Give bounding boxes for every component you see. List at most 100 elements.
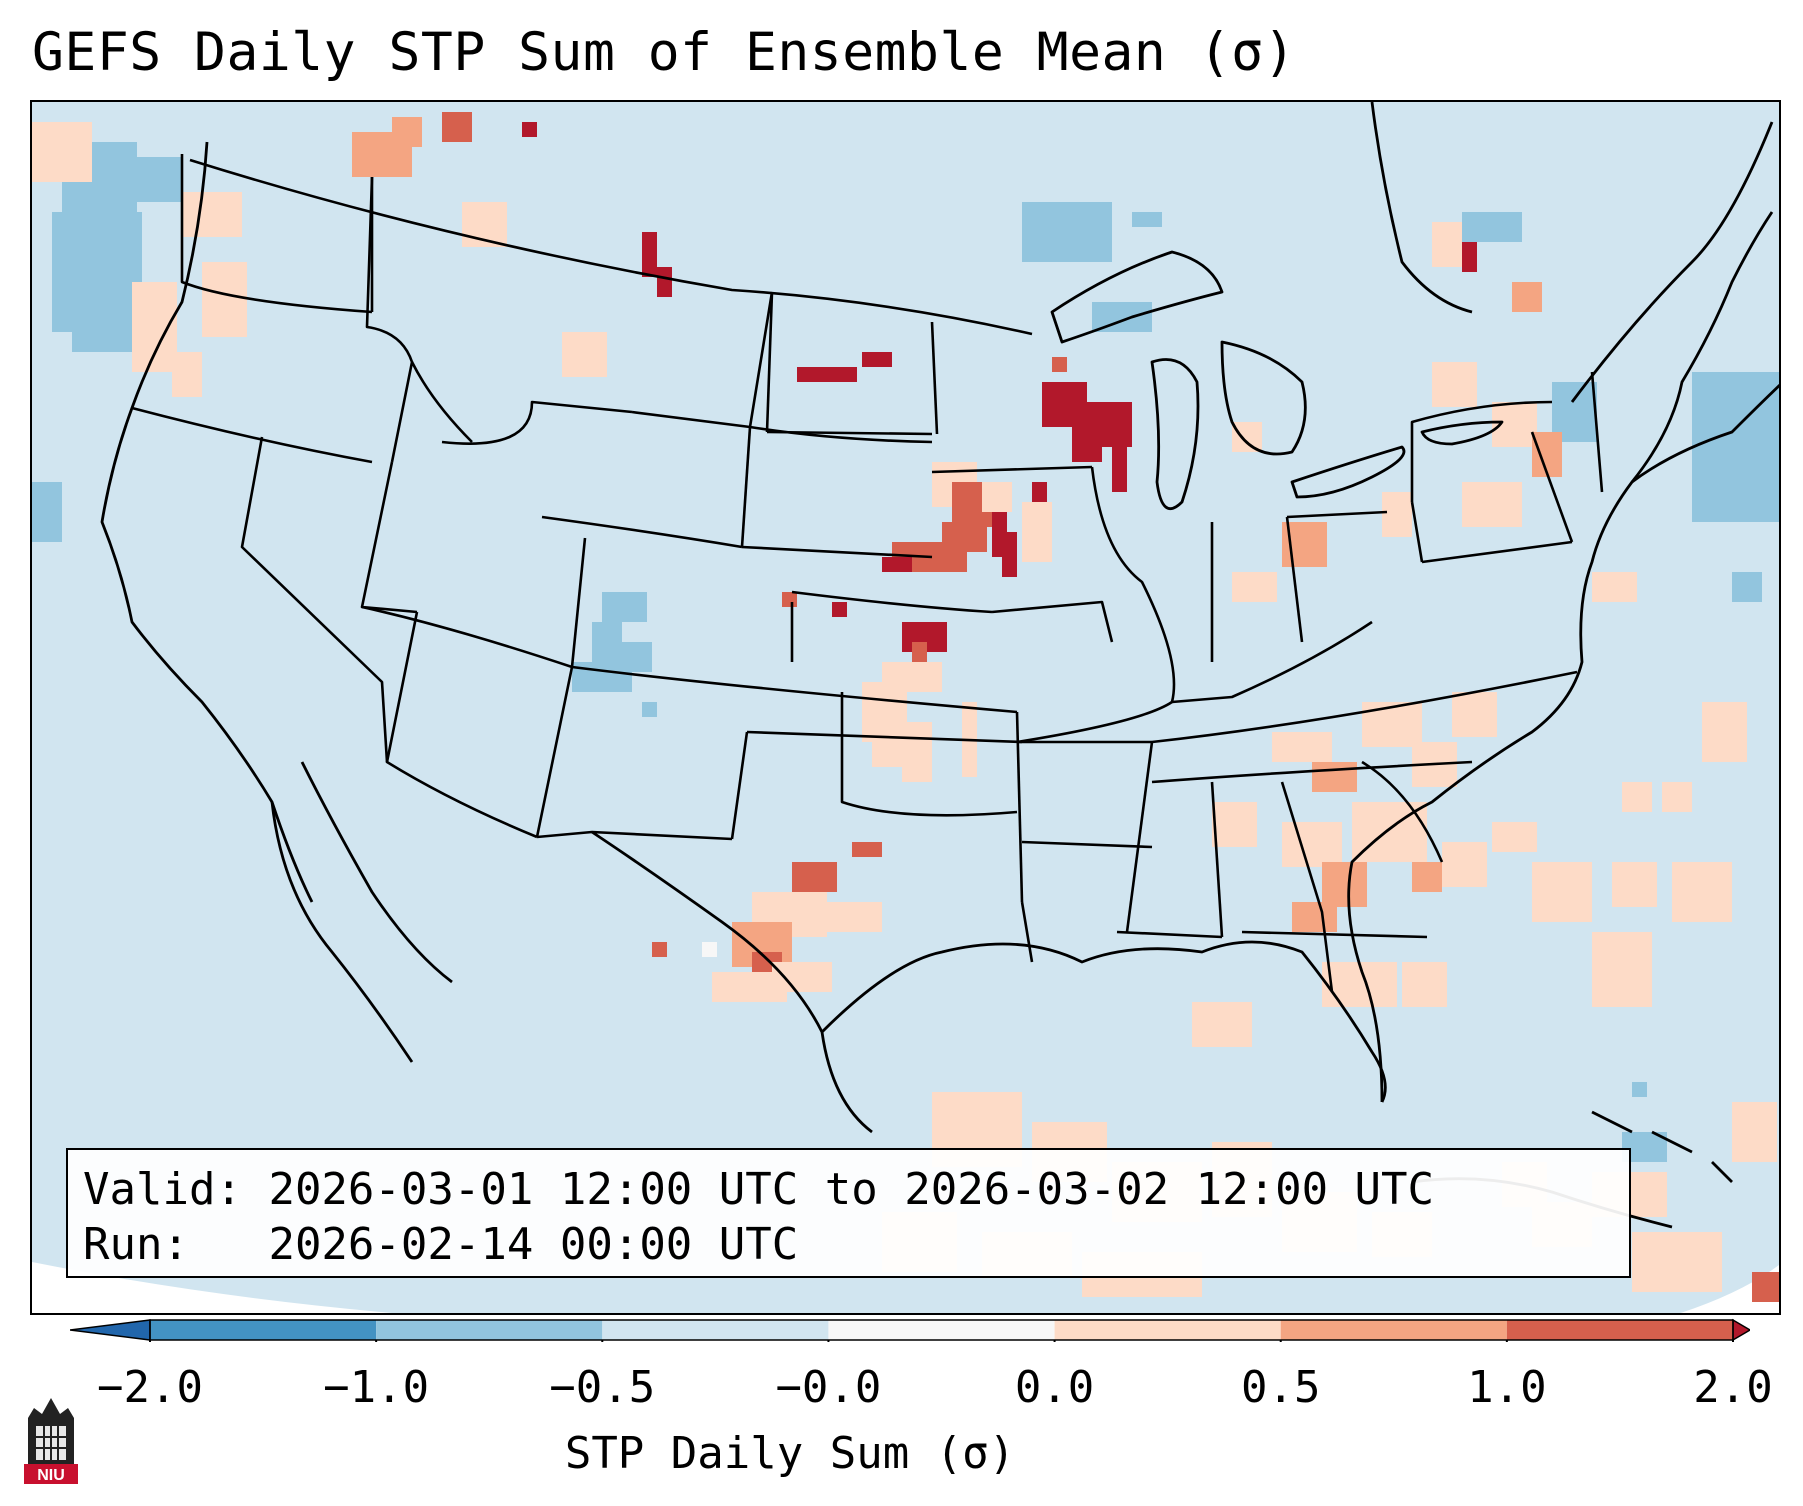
anomaly-cell (1002, 532, 1017, 577)
anomaly-cell (782, 592, 797, 607)
niu-logo-text: NIU (37, 1467, 65, 1484)
anomaly-cell (1462, 482, 1522, 527)
east-coast (1347, 211, 1774, 1103)
lake-ontario (1420, 420, 1504, 446)
anomaly-cell (1532, 862, 1592, 922)
colorbar-tick-label: −0.0 (775, 1362, 882, 1413)
anomaly-cell (32, 122, 92, 182)
anomaly-cell (1622, 782, 1652, 812)
anomaly-cell (652, 942, 667, 957)
colorbar-tick-label: 1.0 (1467, 1362, 1547, 1413)
anomaly-cell (702, 942, 717, 957)
anomaly-cell (1442, 842, 1487, 887)
anomaly-cell (852, 842, 882, 857)
anomaly-cell (1662, 782, 1692, 812)
anomaly-cell (202, 262, 247, 337)
anomaly-cell (442, 112, 472, 142)
anomaly-cell (1292, 902, 1337, 932)
colorbar-bin (828, 1320, 1055, 1340)
colorbar-tick-label: 0.5 (1240, 1362, 1321, 1413)
anomaly-cell (592, 622, 622, 667)
anomaly-cell (1022, 202, 1112, 262)
anomaly-cell (1462, 242, 1477, 272)
west-coast (100, 141, 314, 903)
colorbar-bin (1506, 1320, 1733, 1340)
anomaly-cell (642, 702, 657, 717)
anomaly-cell (32, 482, 62, 542)
anomaly-cell (1132, 212, 1162, 227)
lake-huron (1220, 340, 1307, 456)
anomaly-cell (1432, 362, 1477, 407)
anomaly-cell (1212, 802, 1257, 847)
anomaly-cell (657, 267, 672, 297)
valid-label: Valid: (83, 1164, 242, 1215)
anomaly-cell (122, 157, 182, 202)
colorbar-over-arrow (1732, 1318, 1750, 1342)
anomaly-cell (172, 352, 202, 397)
colorbar-label: STP Daily Sum (σ) (564, 1428, 1016, 1479)
anomaly-cell (1322, 862, 1367, 907)
anomaly-cell (882, 557, 912, 572)
projection-edge (32, 1262, 393, 1313)
anomaly-cell (1072, 432, 1102, 462)
anomaly-cell (1432, 222, 1462, 267)
colorbar-bin (150, 1320, 377, 1340)
run-time: 2026-02-14 00:00 UTC (268, 1219, 799, 1270)
anomaly-cell (1592, 572, 1637, 602)
anomaly-cell (832, 602, 847, 617)
anomaly-cell (1192, 1002, 1252, 1047)
anomaly-cell (1272, 732, 1332, 762)
colorbar-tick-label: 2.0 (1693, 1362, 1773, 1413)
colorbar-tick-label: −2.0 (97, 1362, 203, 1413)
chart-title: GEFS Daily STP Sum of Ensemble Mean (σ) (32, 22, 1296, 83)
niu-logo: NIU (24, 1398, 78, 1484)
stp-map (32, 102, 1779, 1313)
anomaly-cell (1282, 822, 1342, 867)
anomaly-cell (72, 262, 132, 352)
colorbar-tick-label: 0.0 (1014, 1362, 1095, 1413)
university-tower-icon (24, 1398, 78, 1484)
colorbar-bin (1280, 1320, 1507, 1340)
anomaly-cell (1052, 357, 1067, 372)
anomaly-cell (797, 367, 857, 382)
anomaly-cell (1402, 962, 1447, 1007)
anomaly-cell (1692, 372, 1779, 522)
colorbar-tick-label: −0.5 (549, 1362, 656, 1413)
valid-time-box: Valid: 2026-03-01 12:00 UTC to 2026-03-0… (66, 1148, 1631, 1278)
anomaly-cell (792, 862, 837, 892)
anomaly-cell (622, 642, 652, 672)
run-label: Run: (83, 1219, 189, 1270)
colorbar-tick-label: −1.0 (323, 1362, 430, 1413)
anomaly-cell (1612, 862, 1657, 907)
anomaly-cell (1632, 1082, 1647, 1097)
anomaly-cell (902, 752, 932, 782)
colorbar-bin (376, 1320, 603, 1340)
colorbar (70, 1318, 1750, 1342)
anomaly-cell (772, 962, 832, 992)
canada-border (189, 158, 1033, 336)
lake-michigan (1150, 358, 1200, 510)
gulf-coast (591, 830, 873, 1134)
anomaly-cell (1492, 822, 1537, 852)
coastlines (100, 102, 1779, 1229)
anomaly-cell (132, 282, 177, 372)
anomaly-cell (562, 332, 607, 377)
colorbar-bin (602, 1320, 829, 1340)
anomaly-cell (862, 352, 892, 367)
stp-anomaly-cells (32, 112, 1779, 1302)
anomaly-cell (1462, 212, 1522, 242)
anomaly-cell (392, 117, 422, 147)
lake-erie (1290, 445, 1406, 499)
anomaly-cell (1732, 572, 1762, 602)
anomaly-cell (1592, 932, 1652, 1007)
anomaly-cell (1632, 1232, 1722, 1292)
anomaly-cell (1452, 692, 1497, 737)
anomaly-cell (1382, 492, 1412, 537)
anomaly-cell (822, 902, 882, 932)
anomaly-cell (1322, 962, 1397, 1007)
anomaly-cell (1362, 702, 1422, 747)
anomaly-cell (1512, 282, 1542, 312)
anomaly-cell (182, 192, 242, 237)
lake-superior (1050, 250, 1224, 344)
anomaly-cell (522, 122, 537, 137)
